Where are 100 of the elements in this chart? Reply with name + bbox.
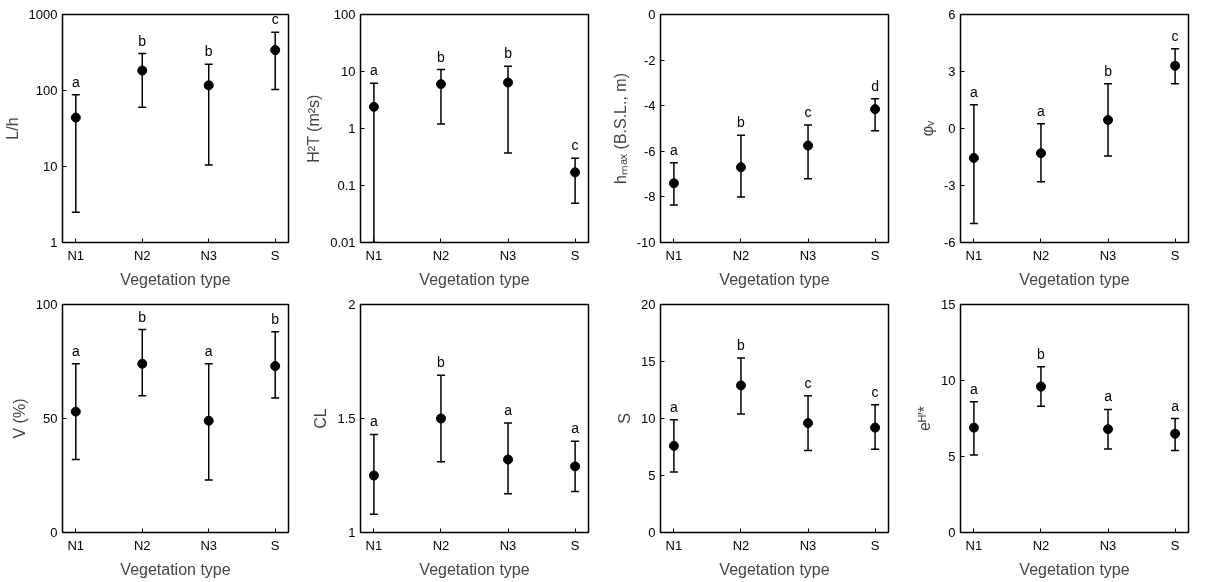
annotation: c bbox=[804, 374, 812, 391]
y-tick-label: 2 bbox=[348, 297, 356, 312]
annotation: c bbox=[871, 383, 879, 400]
y-tick-label: 1 bbox=[50, 235, 58, 250]
annotation: a bbox=[504, 402, 513, 419]
y-tick-label: 0 bbox=[50, 525, 58, 540]
annotation: b bbox=[437, 48, 446, 65]
y-tick-label: 0.1 bbox=[337, 178, 356, 193]
x-axis-title: Vegetation type bbox=[419, 560, 530, 578]
y-tick-label: 0 bbox=[648, 7, 656, 22]
annotation: a bbox=[670, 398, 679, 415]
x-tick-label: N3 bbox=[200, 537, 218, 553]
annotation: b bbox=[138, 32, 147, 49]
x-axis-title: Vegetation type bbox=[120, 270, 231, 288]
y-axis-title: V (%) bbox=[10, 398, 28, 439]
annotation: c bbox=[1171, 27, 1179, 44]
annotation: b bbox=[1037, 345, 1046, 362]
y-tick-label: -4 bbox=[643, 98, 656, 114]
annotation: a bbox=[71, 342, 80, 359]
x-axis-title: Vegetation type bbox=[1019, 560, 1130, 578]
y-tick-label: 0 bbox=[648, 525, 656, 540]
annotation: b bbox=[737, 337, 746, 354]
y-axis-title: H²T (m²s) bbox=[305, 94, 323, 163]
x-tick-label: N1 bbox=[365, 537, 383, 553]
y-tick-label: 1.5 bbox=[337, 411, 356, 426]
annotation: c bbox=[804, 104, 812, 121]
y-axis-title: hₘₐₓ (B.S.L., m) bbox=[611, 73, 629, 184]
x-tick-label: N3 bbox=[499, 537, 517, 553]
x-tick-label: N3 bbox=[799, 247, 817, 263]
x-axis-title: Vegetation type bbox=[419, 270, 530, 288]
annotation: b bbox=[504, 45, 513, 62]
x-axis-title: Vegetation type bbox=[1019, 270, 1130, 288]
y-tick-label: -6 bbox=[943, 235, 956, 250]
y-tick-label: 15 bbox=[941, 297, 956, 312]
x-tick-label: N3 bbox=[1099, 247, 1117, 263]
y-tick-label: 0 bbox=[948, 121, 956, 136]
x-tick-label: N2 bbox=[732, 537, 750, 553]
y-tick-label: 5 bbox=[948, 449, 956, 464]
x-tick-label: N2 bbox=[432, 537, 450, 553]
y-tick-label: 10 bbox=[941, 373, 956, 388]
annotation: a bbox=[1104, 388, 1113, 405]
x-tick-label: N3 bbox=[499, 247, 517, 263]
annotation: a bbox=[204, 342, 213, 359]
y-tick-label: -2 bbox=[643, 52, 656, 68]
y-tick-label: 10 bbox=[43, 159, 58, 174]
x-tick-label: N2 bbox=[133, 537, 151, 553]
y-axis-title: CL bbox=[312, 408, 330, 429]
y-tick-label: -10 bbox=[636, 235, 656, 250]
x-tick-label: N2 bbox=[133, 247, 151, 263]
x-tick-label: N1 bbox=[965, 247, 983, 263]
x-tick-label: S bbox=[1170, 537, 1180, 553]
x-tick-label: S bbox=[570, 247, 580, 263]
x-tick-label: S bbox=[270, 537, 280, 553]
y-axis-title: φᵥ bbox=[918, 119, 936, 137]
y-tick-label: 100 bbox=[35, 297, 58, 312]
y-tick-label: -3 bbox=[943, 178, 956, 193]
annotation: a bbox=[571, 420, 580, 437]
annotation: a bbox=[370, 413, 379, 430]
y-tick-label: 1 bbox=[348, 525, 356, 540]
annotation: a bbox=[1171, 397, 1180, 414]
x-tick-label: S bbox=[870, 537, 880, 553]
y-tick-label: 10 bbox=[641, 411, 656, 426]
y-axis-title: eᴴ′* bbox=[916, 406, 934, 431]
y-tick-label: 10 bbox=[341, 64, 356, 79]
x-axis-title: Vegetation type bbox=[719, 270, 830, 288]
x-tick-label: N2 bbox=[1032, 537, 1050, 553]
annotation: b bbox=[204, 43, 213, 60]
x-tick-label: S bbox=[270, 247, 280, 263]
y-axis-title: L/h bbox=[3, 117, 21, 140]
x-tick-label: N2 bbox=[432, 247, 450, 263]
y-axis-title: S bbox=[616, 413, 634, 424]
x-axis-title: Vegetation type bbox=[719, 560, 830, 578]
annotation: b bbox=[138, 308, 147, 325]
x-tick-label: N1 bbox=[67, 537, 85, 553]
x-tick-label: N3 bbox=[200, 247, 218, 263]
x-tick-label: S bbox=[1170, 247, 1180, 263]
annotation: d bbox=[871, 77, 879, 94]
y-tick-label: -6 bbox=[643, 143, 656, 159]
y-tick-label: 5 bbox=[648, 468, 656, 483]
x-tick-label: N3 bbox=[799, 537, 817, 553]
annotation: a bbox=[1037, 102, 1046, 119]
y-tick-label: 0 bbox=[948, 525, 956, 540]
y-tick-label: 100 bbox=[333, 7, 356, 22]
annotation: b bbox=[271, 310, 280, 327]
annotation: c bbox=[271, 11, 279, 28]
y-tick-label: 15 bbox=[641, 354, 656, 369]
x-tick-label: N1 bbox=[365, 247, 383, 263]
y-tick-label: 50 bbox=[43, 411, 58, 426]
annotation: a bbox=[370, 62, 379, 79]
annotation: a bbox=[670, 141, 679, 158]
y-tick-label: 1000 bbox=[28, 7, 58, 22]
annotation: b bbox=[437, 354, 446, 371]
x-tick-label: S bbox=[570, 537, 580, 553]
x-tick-label: S bbox=[870, 247, 880, 263]
x-tick-label: N2 bbox=[732, 247, 750, 263]
annotation: a bbox=[970, 380, 979, 397]
y-tick-label: -8 bbox=[643, 189, 656, 205]
x-tick-label: N1 bbox=[665, 247, 683, 263]
x-tick-label: N1 bbox=[67, 247, 85, 263]
x-tick-label: N1 bbox=[665, 537, 683, 553]
